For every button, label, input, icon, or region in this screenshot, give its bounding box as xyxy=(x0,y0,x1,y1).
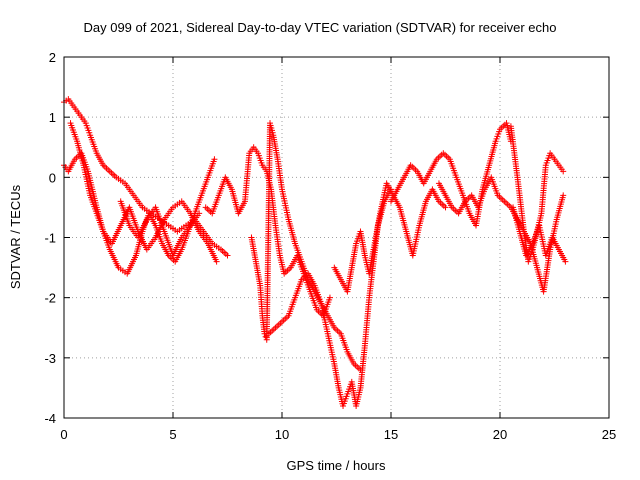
y-tick-label: -2 xyxy=(44,291,56,306)
data-point xyxy=(211,156,218,163)
x-axis-label: GPS time / hours xyxy=(287,458,386,473)
y-tick-label: 0 xyxy=(49,170,56,185)
y-tick-label: 1 xyxy=(49,110,56,125)
axis-ticks: 0 5 10 15 20 25 -4 -3 -2 -1 0 1 2 xyxy=(44,50,616,442)
data-point xyxy=(224,252,231,259)
series-trace-h xyxy=(388,120,514,229)
x-tick-label: 5 xyxy=(169,427,176,442)
series-trace-i xyxy=(435,174,567,295)
data-point xyxy=(196,210,203,217)
chart-title: Day 099 of 2021, Sidereal Day-to-day VTE… xyxy=(83,20,556,35)
series-trace-l xyxy=(117,198,203,259)
x-tick-label: 0 xyxy=(60,427,67,442)
y-tick-label: 2 xyxy=(49,50,56,65)
x-tick-label: 10 xyxy=(275,427,289,442)
data-point xyxy=(560,192,567,199)
y-tick-label: -4 xyxy=(44,411,56,426)
x-tick-label: 20 xyxy=(493,427,507,442)
series-trace-g xyxy=(331,180,449,295)
x-tick-label: 15 xyxy=(384,427,398,442)
series-trace-f xyxy=(265,186,394,409)
series-trace-k xyxy=(510,204,569,265)
data-point xyxy=(562,258,569,265)
y-tick-label: -1 xyxy=(44,231,56,246)
y-tick-label: -3 xyxy=(44,351,56,366)
data-point xyxy=(262,333,269,340)
data-series xyxy=(61,96,569,409)
data-point xyxy=(560,168,567,175)
grid-lines xyxy=(64,57,609,418)
data-point xyxy=(326,294,333,301)
series-trace-b xyxy=(61,96,231,259)
data-point xyxy=(213,258,220,265)
series-trace-e xyxy=(248,120,364,373)
data-point xyxy=(442,204,449,211)
y-axis-label: SDTVAR / TECUs xyxy=(8,184,23,289)
x-tick-label: 25 xyxy=(602,427,616,442)
